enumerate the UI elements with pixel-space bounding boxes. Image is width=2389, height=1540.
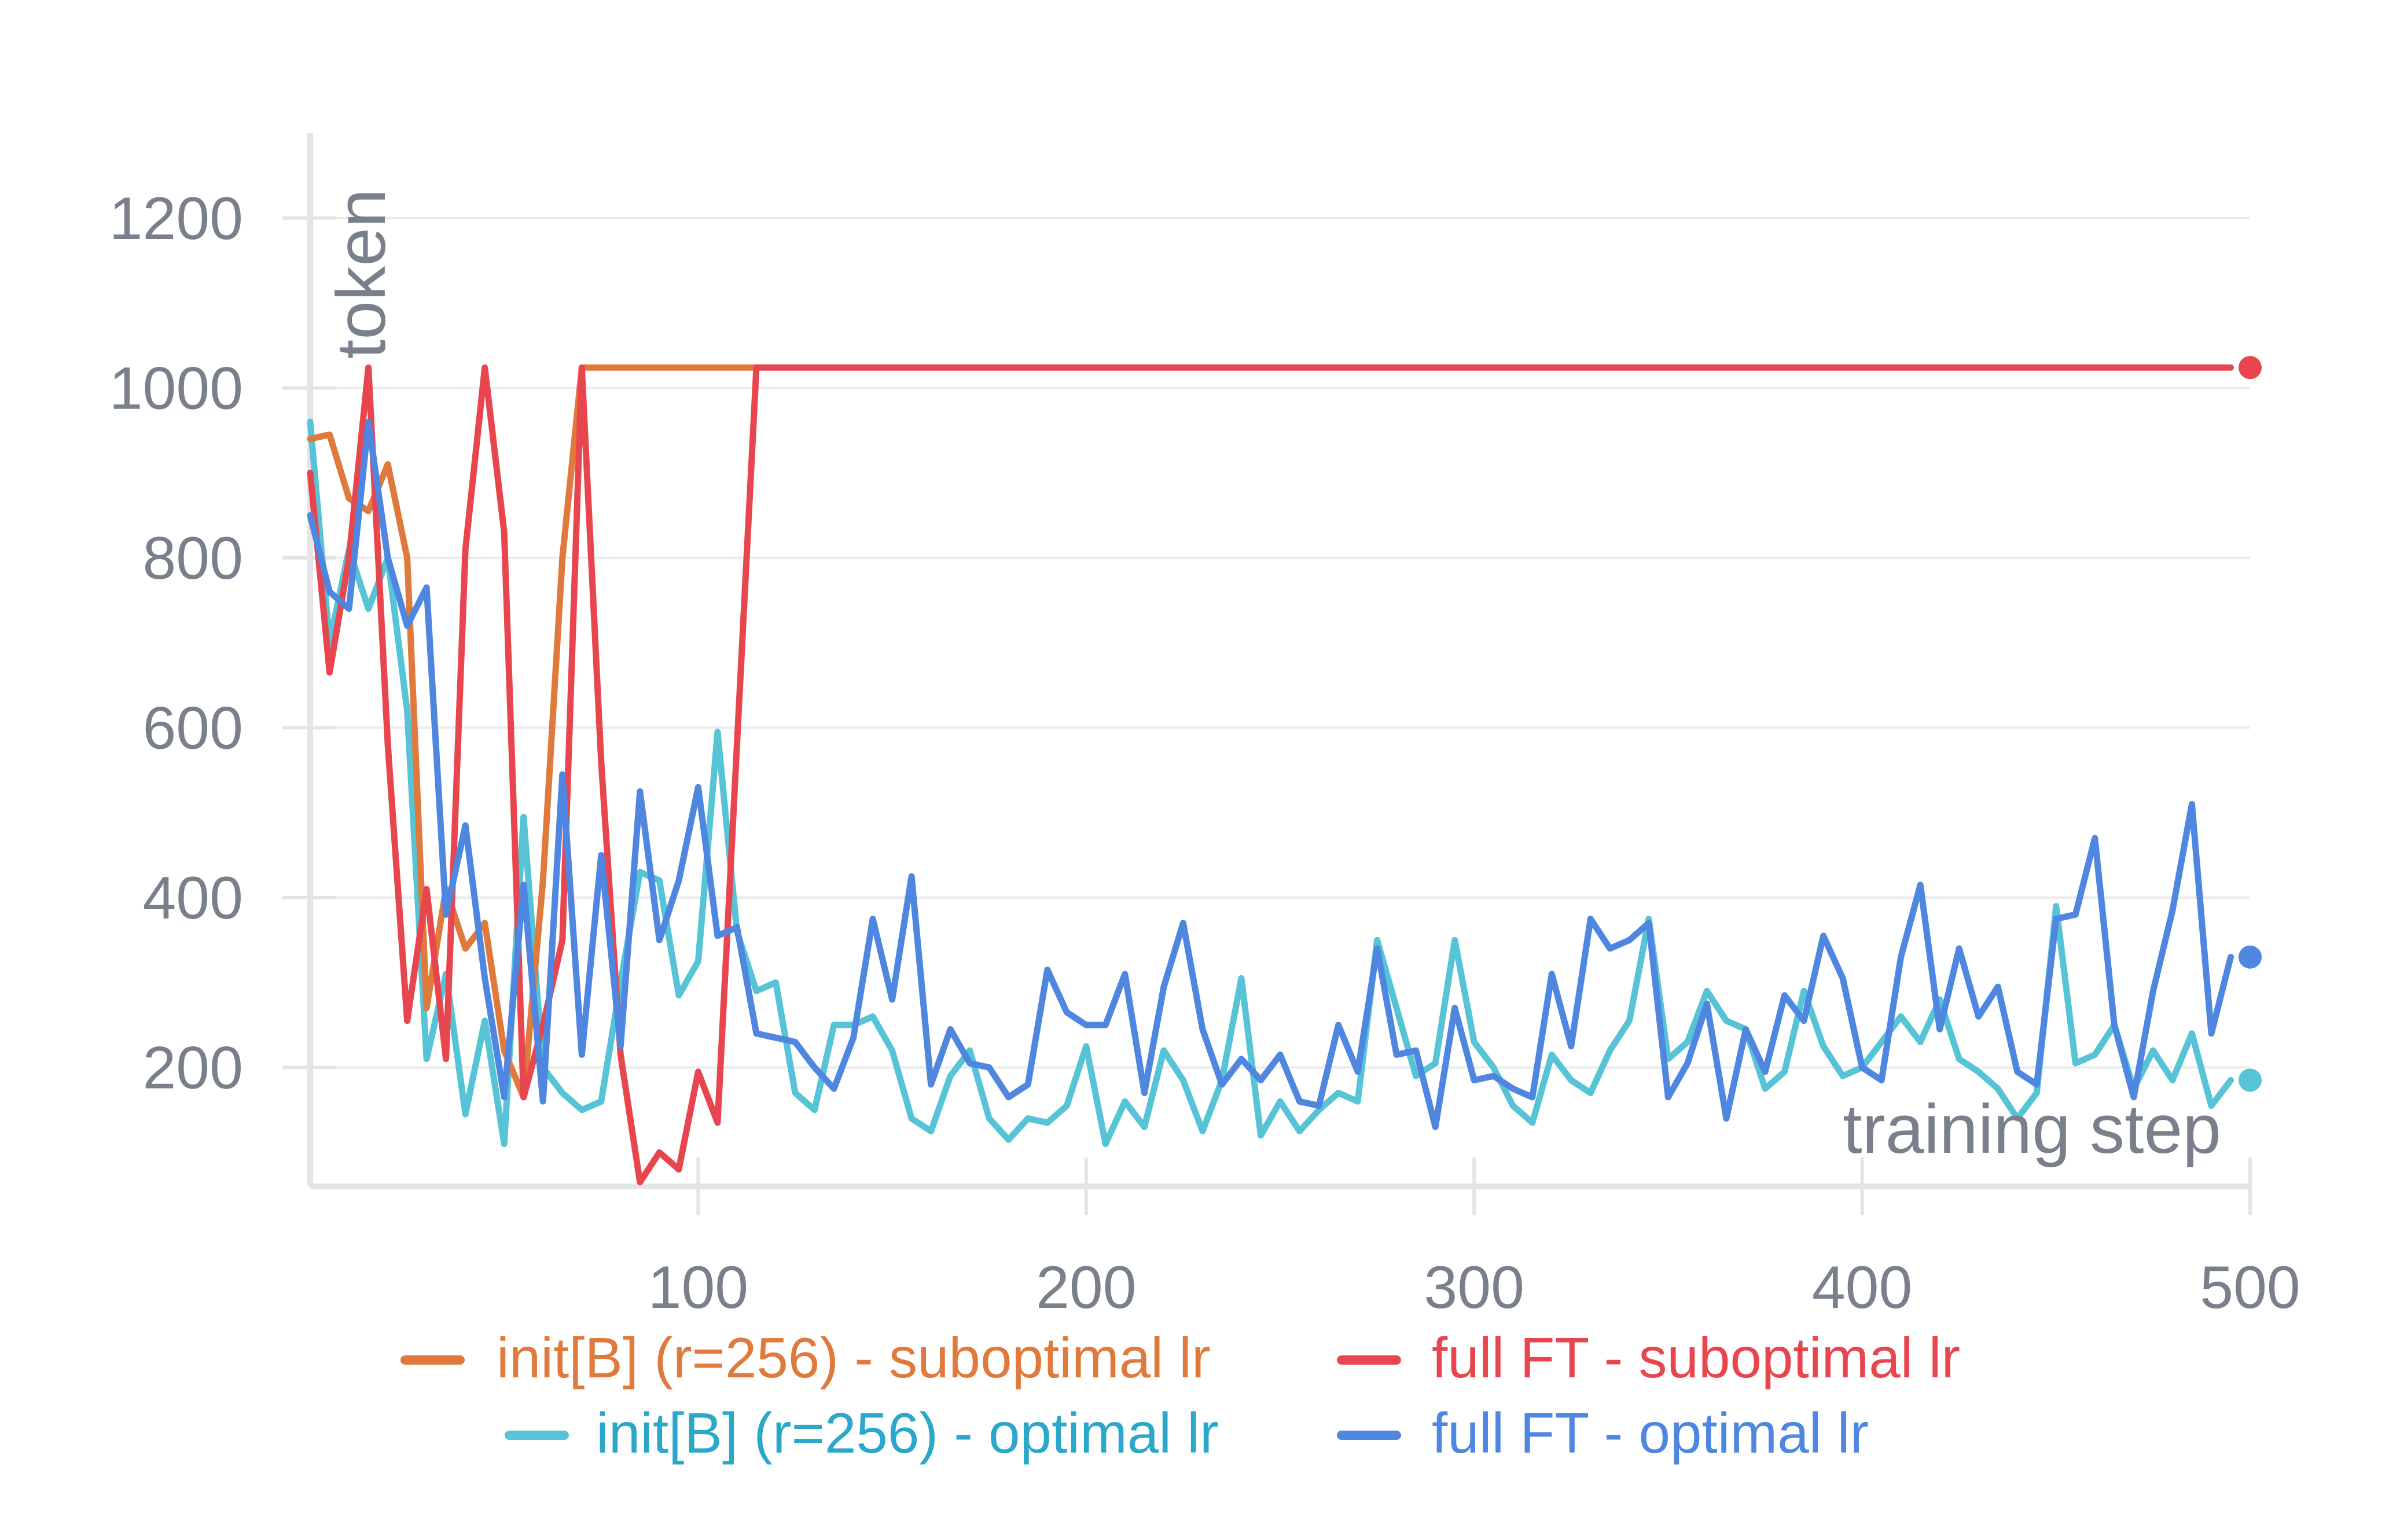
series-endpoints <box>2239 356 2262 1092</box>
y-tick-label: 1000 <box>109 355 243 422</box>
y-tick-label: 1200 <box>109 185 243 252</box>
y-tick-label: 800 <box>142 525 243 592</box>
legend-label: init[B] (r=256) - suboptimal lr <box>497 1326 1211 1390</box>
x-tick-label: 500 <box>2200 1254 2300 1321</box>
x-tick-label: 100 <box>648 1254 749 1321</box>
legend-label: init[B] (r=256) - optimal lr <box>596 1401 1219 1465</box>
series-endpoint-marker <box>2239 945 2262 969</box>
legend-label: full FT - suboptimal lr <box>1432 1326 1960 1390</box>
x-tick-labels: 100 200 300 400 500 <box>648 1254 2300 1321</box>
series-line-full-ft-suboptimal-lr <box>307 364 2234 1186</box>
x-axis-title: training step <box>1843 1090 2221 1168</box>
y-tick-label: 200 <box>142 1035 243 1102</box>
series-endpoint-marker <box>2239 1068 2262 1092</box>
x-tick-label: 200 <box>1036 1254 1137 1321</box>
series-lines <box>307 364 2234 1186</box>
series-line-full-ft-optimal-lr <box>307 418 2234 1130</box>
x-tick-label: 300 <box>1424 1254 1524 1321</box>
y-tick-label: 400 <box>142 865 243 932</box>
series-endpoint-marker <box>2239 356 2262 380</box>
legend-label: full FT - optimal lr <box>1432 1401 1869 1465</box>
x-tick-label: 400 <box>1812 1254 1913 1321</box>
legend: init[B] (r=256) - suboptimal lr full FT -… <box>400 1326 1960 1465</box>
axes <box>307 133 2250 1189</box>
series-line-init-b-r-256-optimal-lr <box>307 418 2234 1148</box>
y-axis-title: token <box>322 189 400 359</box>
y-tick-label: 600 <box>142 694 243 762</box>
y-tick-labels: 200 400 600 800 1000 1200 <box>109 185 243 1102</box>
